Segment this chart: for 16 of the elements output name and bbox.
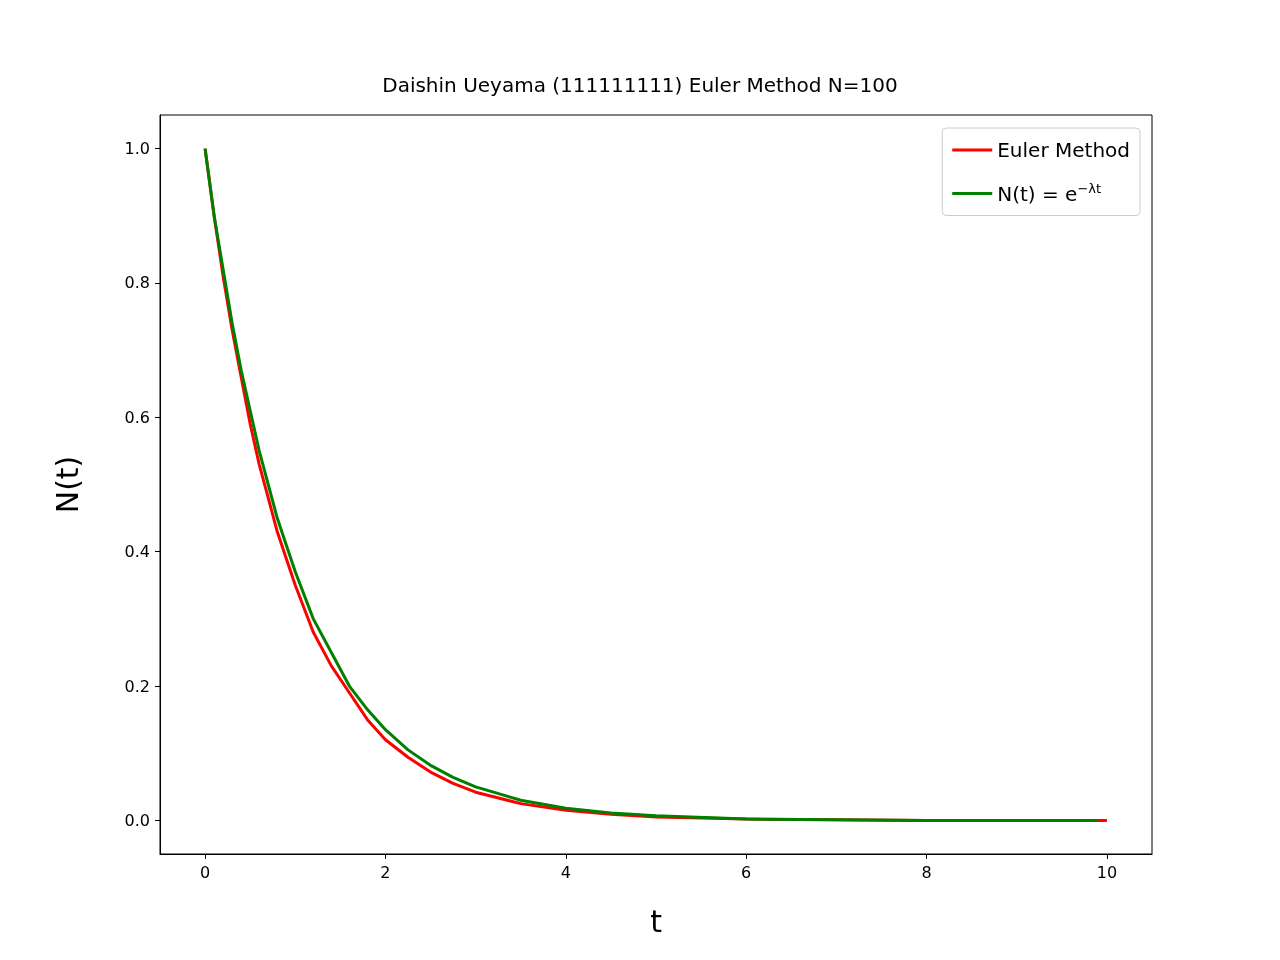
chart-title: Daishin Ueyama (111111111) Euler Method N=100: [382, 73, 898, 97]
x-tick-label: 8: [921, 862, 932, 882]
x-tick-label: 4: [560, 862, 571, 882]
y-tick-label: 0.4: [124, 542, 150, 562]
y-tick-label: 0.8: [124, 273, 150, 293]
y-tick-label: 0.0: [124, 810, 150, 830]
x-axis-title: t: [650, 903, 663, 939]
x-tick-label: 2: [380, 862, 391, 882]
y-tick-label: 0.2: [124, 676, 150, 696]
y-tick-label: 0.6: [124, 407, 150, 427]
y-tick-label: 1.0: [124, 139, 150, 159]
x-tick-label: 10: [1096, 862, 1118, 882]
legend-label: Euler Method: [997, 138, 1130, 162]
y-axis-title: N(t): [49, 455, 85, 514]
x-tick-label: 0: [200, 862, 211, 882]
x-tick-label: 6: [741, 862, 752, 882]
